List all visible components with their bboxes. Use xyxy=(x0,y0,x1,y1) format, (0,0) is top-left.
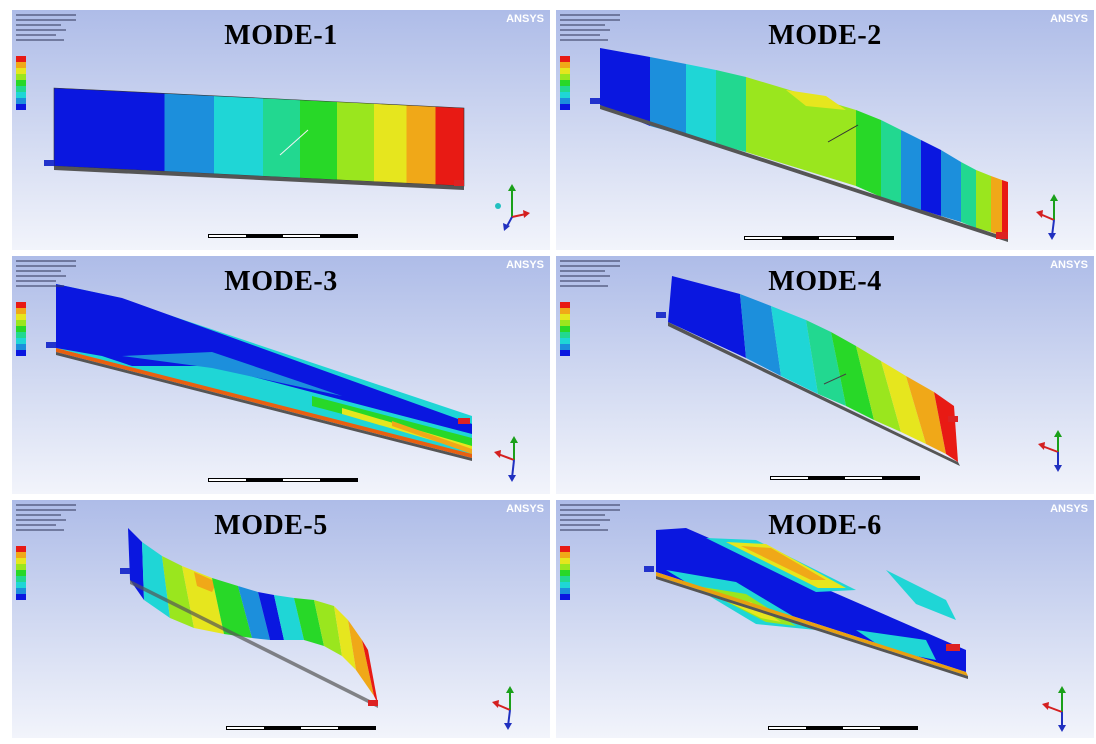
mode-4-title: MODE-4 xyxy=(768,266,882,297)
ansys-logo-text: ANSYS xyxy=(1050,259,1088,271)
mode-2-title: MODE-2 xyxy=(768,20,882,51)
scale-bar xyxy=(226,722,376,738)
mode-1-title: MODE-1 xyxy=(224,20,338,51)
contour-legend xyxy=(560,546,570,600)
axis-triad-icon xyxy=(1042,686,1066,732)
mode-3-beam-contour xyxy=(46,284,472,461)
mode-1-beam-contour xyxy=(44,87,465,190)
result-info-text xyxy=(560,260,620,290)
axis-triad-icon xyxy=(492,686,514,730)
mode-5-panel: MODE-5 ANSYS xyxy=(12,500,550,738)
ansys-logo: ANSYS xyxy=(1050,14,1088,32)
mode-5-beam-contour xyxy=(120,528,378,708)
axis-triad-icon xyxy=(1038,430,1062,472)
mode-5-title: MODE-5 xyxy=(214,510,328,541)
scale-bar xyxy=(208,474,358,494)
contour-legend xyxy=(16,546,26,600)
axis-triad-icon xyxy=(495,184,530,231)
contour-legend xyxy=(16,302,26,356)
result-info-text xyxy=(16,260,76,290)
ansys-logo: ANSYS xyxy=(1050,504,1088,522)
contour-legend xyxy=(560,56,570,110)
ansys-logo: ANSYS xyxy=(506,14,544,32)
scale-bar xyxy=(208,230,358,250)
axis-triad-icon xyxy=(1036,194,1058,240)
ansys-logo: ANSYS xyxy=(506,260,544,278)
mode-1-panel: MODE-1 ANSYS xyxy=(12,10,550,250)
mode-6-title: MODE-6 xyxy=(768,510,882,541)
scale-bar xyxy=(770,472,920,492)
mode-4-panel: MODE-4 ANSYS xyxy=(556,256,1094,494)
result-info-text xyxy=(560,14,620,44)
scale-bar xyxy=(768,722,918,738)
result-info-text xyxy=(16,504,76,534)
mode-4-beam-contour xyxy=(656,276,960,466)
ansys-logo-text: ANSYS xyxy=(1050,503,1088,515)
ansys-logo-text: ANSYS xyxy=(506,259,544,271)
mode-6-panel: MODE-6 ANSYS xyxy=(556,500,1094,738)
mode-6-beam-contour xyxy=(644,528,968,679)
result-info-text xyxy=(16,14,76,44)
mode-3-panel: MODE-3 ANSYS xyxy=(12,256,550,494)
contour-legend xyxy=(560,302,570,356)
ansys-logo: ANSYS xyxy=(1050,260,1088,278)
scale-bar xyxy=(744,232,894,250)
contour-legend xyxy=(16,56,26,110)
mode-2-panel: MODE-2 ANSYS xyxy=(556,10,1094,250)
mode-2-beam-contour xyxy=(590,48,1008,242)
ansys-logo-text: ANSYS xyxy=(506,13,544,25)
ansys-logo: ANSYS xyxy=(506,504,544,522)
axis-triad-icon xyxy=(494,436,518,482)
ansys-logo-text: ANSYS xyxy=(1050,13,1088,25)
mode-3-title: MODE-3 xyxy=(224,266,338,297)
result-info-text xyxy=(560,504,620,534)
ansys-logo-text: ANSYS xyxy=(506,503,544,515)
